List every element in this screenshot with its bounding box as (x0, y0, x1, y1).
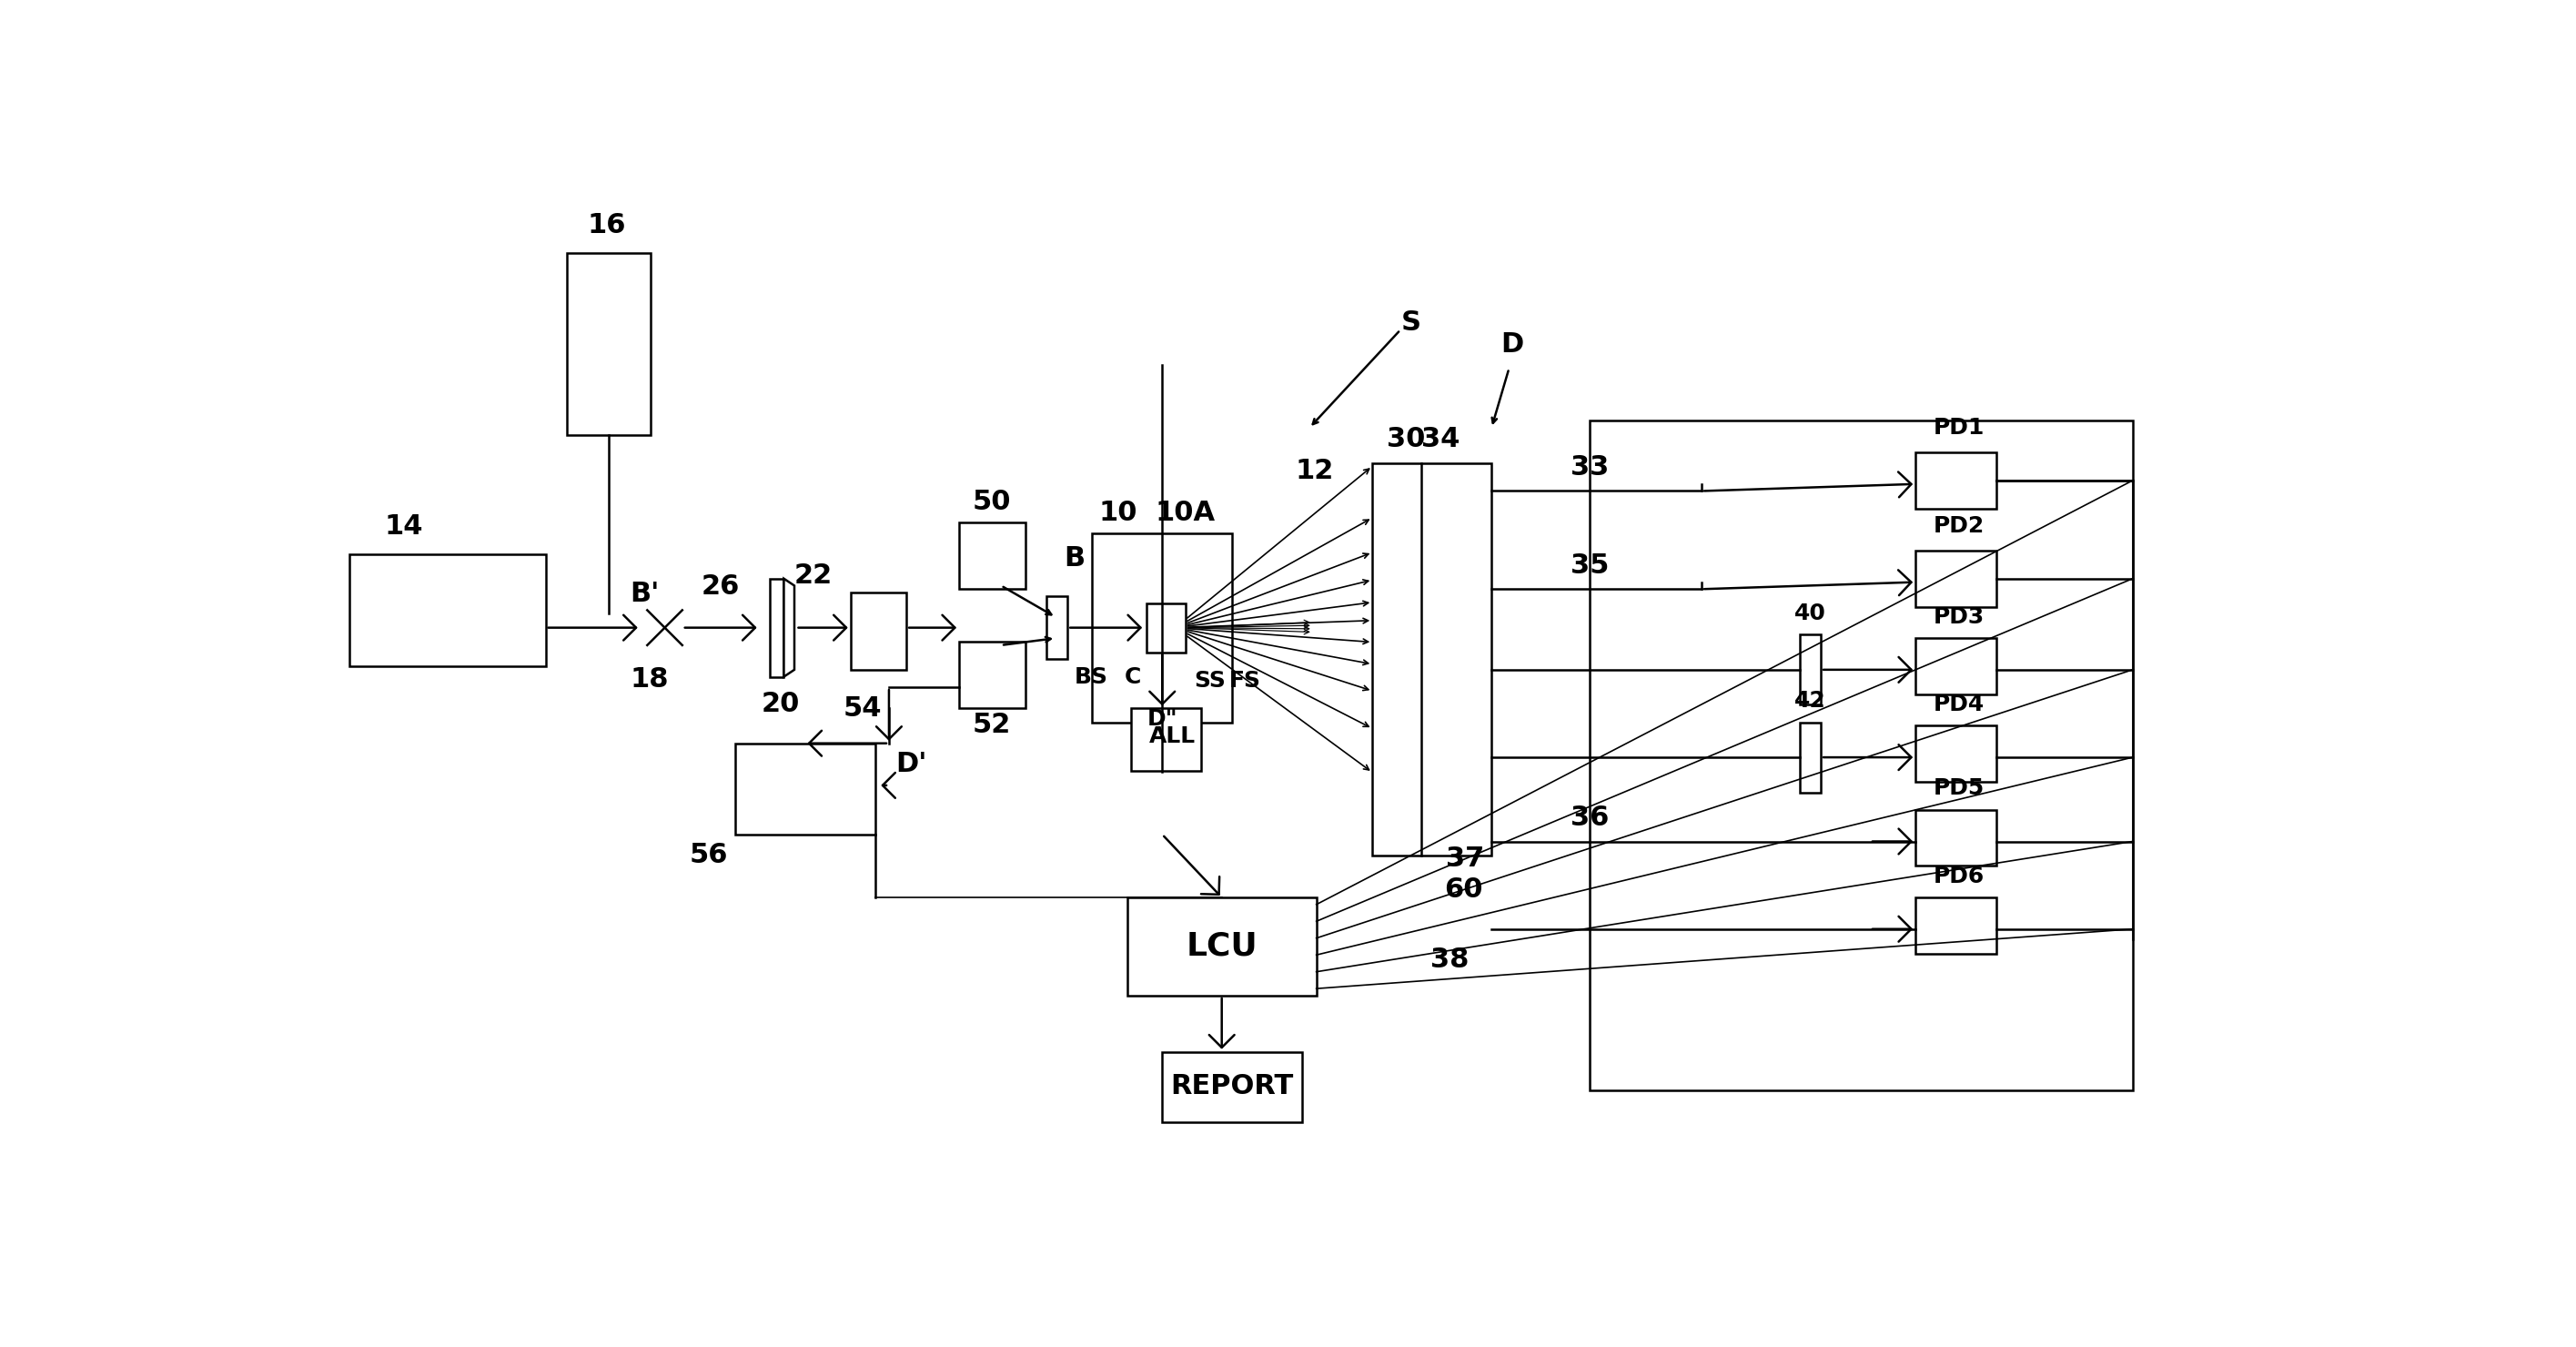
Text: 34: 34 (1422, 426, 1461, 453)
Text: PD3: PD3 (1932, 606, 1984, 628)
Bar (1917, 453, 1996, 509)
Bar (1128, 897, 1316, 995)
Text: 12: 12 (1296, 458, 1334, 484)
Bar (567, 253, 652, 435)
Text: PD5: PD5 (1932, 777, 1984, 799)
Text: BS: BS (1074, 667, 1108, 688)
Text: 30: 30 (1386, 426, 1425, 453)
Text: 56: 56 (690, 842, 729, 867)
Text: 50: 50 (974, 489, 1012, 516)
Text: 37: 37 (1445, 846, 1484, 872)
Bar (1373, 463, 1492, 855)
Text: C: C (1126, 667, 1141, 688)
Text: 52: 52 (974, 711, 1012, 738)
Bar (1589, 420, 2133, 1090)
Text: PD4: PD4 (1932, 694, 1984, 715)
Bar (1162, 1052, 1303, 1122)
Text: 18: 18 (629, 667, 667, 692)
Bar (850, 593, 907, 669)
Bar (350, 554, 546, 667)
Text: 20: 20 (760, 691, 799, 717)
Text: SS: SS (1193, 669, 1226, 691)
Text: 60: 60 (1445, 877, 1484, 902)
Text: REPORT: REPORT (1170, 1074, 1293, 1100)
Text: 38: 38 (1430, 947, 1468, 973)
Polygon shape (783, 579, 793, 676)
Text: 10: 10 (1100, 500, 1139, 527)
Bar (958, 523, 1025, 589)
Text: PD1: PD1 (1932, 416, 1984, 439)
Bar (734, 744, 876, 834)
Text: 16: 16 (587, 213, 626, 238)
Text: B': B' (629, 581, 659, 606)
Text: 40: 40 (1795, 602, 1826, 624)
Text: S: S (1401, 310, 1422, 335)
Text: 36: 36 (1571, 804, 1610, 831)
Text: ALL: ALL (1149, 726, 1195, 748)
Text: D: D (1502, 331, 1525, 358)
Text: PD2: PD2 (1932, 515, 1984, 536)
Text: 35: 35 (1571, 552, 1610, 579)
Text: D": D" (1146, 709, 1177, 730)
Text: 33: 33 (1571, 454, 1610, 481)
Text: 10A: 10A (1154, 500, 1216, 527)
Bar (1146, 603, 1185, 652)
Text: 42: 42 (1795, 690, 1826, 711)
Bar (1917, 726, 1996, 781)
Bar (1801, 634, 1821, 704)
Text: 22: 22 (793, 563, 832, 589)
Text: 14: 14 (384, 513, 422, 540)
Bar (1917, 638, 1996, 694)
Bar (1092, 533, 1231, 722)
Bar (1917, 810, 1996, 866)
Text: PD6: PD6 (1932, 865, 1984, 886)
Polygon shape (770, 579, 783, 676)
Text: D': D' (896, 752, 927, 777)
Bar (1917, 897, 1996, 954)
Text: 54: 54 (842, 695, 881, 722)
Text: B: B (1064, 546, 1084, 571)
Text: 26: 26 (701, 574, 739, 599)
Text: LCU: LCU (1185, 931, 1257, 962)
Bar (1131, 709, 1200, 772)
Bar (958, 641, 1025, 709)
Bar (1801, 722, 1821, 792)
Bar (1046, 597, 1066, 659)
Bar (1917, 551, 1996, 606)
Text: FS: FS (1229, 669, 1260, 691)
